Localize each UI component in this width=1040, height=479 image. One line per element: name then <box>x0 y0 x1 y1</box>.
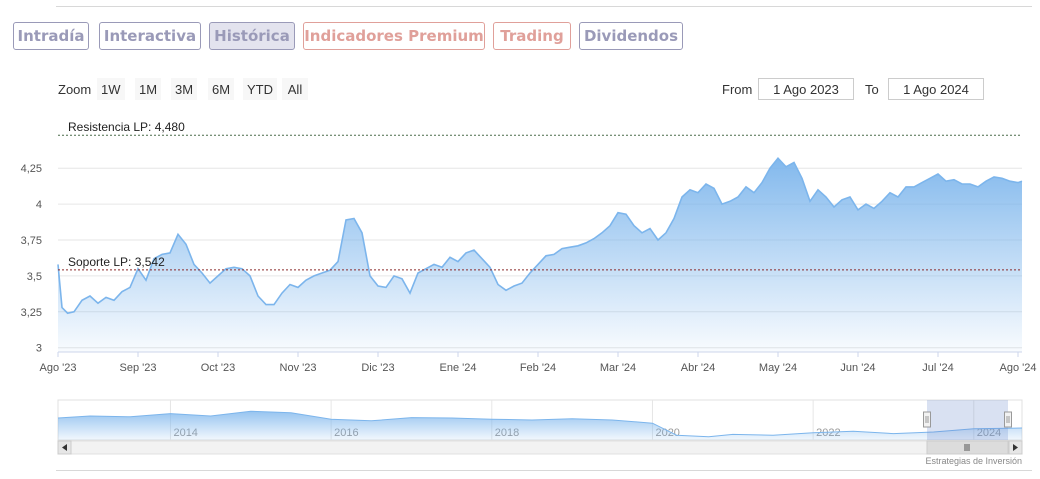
zoom-6m-button[interactable]: 6M <box>208 78 235 100</box>
top-divider <box>56 6 1032 7</box>
zoom-all-button[interactable]: All <box>282 78 308 100</box>
y-tick-label: 3,5 <box>27 271 42 283</box>
tab-dividendos[interactable]: Dividendos <box>579 22 683 50</box>
tab-trading[interactable]: Trading <box>493 22 571 50</box>
scrollbar-track[interactable] <box>57 440 1023 455</box>
zoom-1w-button[interactable]: 1W <box>97 78 125 100</box>
x-tick-label: Sep '23 <box>120 362 157 374</box>
x-tick-label: Mar '24 <box>600 362 636 374</box>
zoom-label: Zoom <box>58 82 92 97</box>
support-label: Soporte LP: 3,542 <box>68 255 165 269</box>
x-tick-label: Jun '24 <box>840 362 875 374</box>
price-area <box>58 158 1022 352</box>
x-tick-label: Dic '23 <box>361 362 394 374</box>
zoom-ytd-button[interactable]: YTD <box>243 78 277 100</box>
x-tick-label: Abr '24 <box>681 362 716 374</box>
navigator-handle-left[interactable] <box>923 411 931 428</box>
y-tick-label: 3,25 <box>21 307 42 319</box>
from-label: From <box>722 82 753 97</box>
navigator-area <box>58 411 1022 440</box>
arrow-right-icon <box>1013 444 1018 451</box>
arrow-left-icon <box>62 444 67 451</box>
bottom-divider <box>56 470 1032 471</box>
x-tick-label: Ago '24 <box>1000 362 1037 374</box>
resistance-label: Resistencia LP: 4,480 <box>68 120 185 134</box>
zoom-1m-button[interactable]: 1M <box>135 78 162 100</box>
y-tick-label: 4 <box>36 199 42 211</box>
y-tick-label: 3,75 <box>21 235 42 247</box>
from-date-input[interactable] <box>758 78 854 100</box>
tab-historica[interactable]: Histórica <box>209 22 295 50</box>
zoom-3m-button[interactable]: 3M <box>171 78 198 100</box>
x-tick-label: Feb '24 <box>520 362 556 374</box>
y-tick-label: 3 <box>36 343 42 355</box>
navigator-mask[interactable] <box>927 400 1008 440</box>
x-tick-label: Jul '24 <box>922 362 953 374</box>
y-tick-label: 4,25 <box>21 163 42 175</box>
chart-credit: Estrategias de Inversión <box>925 456 1022 466</box>
to-label: To <box>865 82 879 97</box>
x-tick-label: May '24 <box>759 362 797 374</box>
x-tick-label: Ene '24 <box>440 362 477 374</box>
tab-interactiva[interactable]: Interactiva <box>99 22 201 50</box>
navigator-line <box>57 410 1023 438</box>
tab-indicadores-premium[interactable]: Indicadores Premium <box>303 22 485 50</box>
navigator-handle-right[interactable] <box>1004 411 1012 428</box>
x-tick-label: Nov '23 <box>280 362 317 374</box>
x-tick-label: Oct '23 <box>201 362 236 374</box>
to-date-input[interactable] <box>888 78 984 100</box>
price-line <box>57 156 1023 315</box>
x-tick-label: Ago '23 <box>40 362 77 374</box>
tab-intradia[interactable]: Intradía <box>13 22 89 50</box>
